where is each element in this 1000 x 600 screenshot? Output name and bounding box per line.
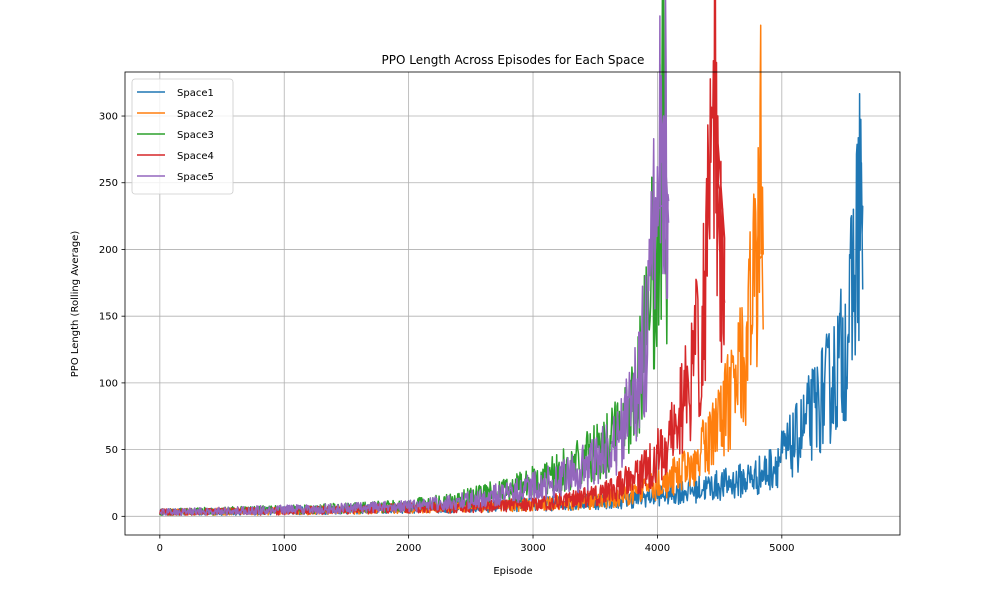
legend-label-space4: Space4 xyxy=(177,151,214,162)
x-axis-ticks: 0 1000 2000 3000 4000 5000 xyxy=(157,535,795,554)
y-tick-label: 50 xyxy=(105,445,118,456)
y-tick-label: 0 xyxy=(112,512,118,523)
x-tick-label: 0 xyxy=(157,543,163,554)
x-tick-label: 5000 xyxy=(769,543,794,554)
x-tick-label: 1000 xyxy=(272,543,297,554)
legend-label-space2: Space2 xyxy=(177,109,214,120)
x-tick-label: 2000 xyxy=(396,543,421,554)
x-tick-label: 4000 xyxy=(645,543,670,554)
legend-label-space5: Space5 xyxy=(177,172,214,183)
x-tick-label: 3000 xyxy=(520,543,545,554)
series-lines xyxy=(159,0,864,516)
legend: Space1 Space2 Space3 Space4 Space5 xyxy=(131,78,234,195)
grid xyxy=(125,72,900,535)
y-tick-label: 300 xyxy=(99,112,118,123)
y-tick-label: 150 xyxy=(99,312,118,323)
y-axis-label: PPO Length (Rolling Average) xyxy=(70,231,81,378)
plot-frame xyxy=(124,71,901,536)
x-axis-label: Episode xyxy=(493,566,532,577)
axes xyxy=(124,71,901,536)
chart-title: PPO Length Across Episodes for Each Spac… xyxy=(382,53,645,67)
legend-box xyxy=(131,78,234,195)
legend-label-space1: Space1 xyxy=(177,88,214,99)
y-tick-label: 100 xyxy=(99,378,118,389)
y-tick-label: 200 xyxy=(99,245,118,256)
series-line-space5 xyxy=(159,0,670,516)
y-tick-label: 250 xyxy=(99,178,118,189)
legend-label-space3: Space3 xyxy=(177,130,214,141)
y-axis-ticks: 0 50 100 150 200 250 300 xyxy=(99,112,125,523)
